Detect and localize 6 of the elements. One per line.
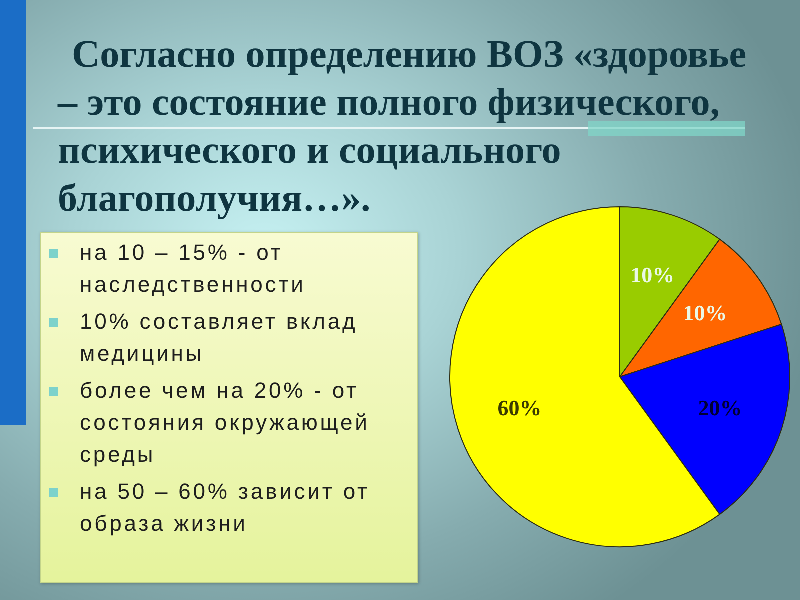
data-label: 10%	[630, 262, 675, 288]
data-label: 60%	[498, 395, 542, 420]
data-label: 10%	[683, 300, 728, 326]
data-label: 20%	[698, 395, 742, 420]
chart-title: Согласно определению ВОЗ «здоровье – это состояние полного физического, психического и социального благополучия…».	[58, 32, 748, 222]
text-panel: на 10 – 15% - от наследственности 10% составляет вклад медицины более чем на 20% - от состояния окружающей среды на 50 – 60% зависит от образа жизни	[40, 232, 418, 583]
